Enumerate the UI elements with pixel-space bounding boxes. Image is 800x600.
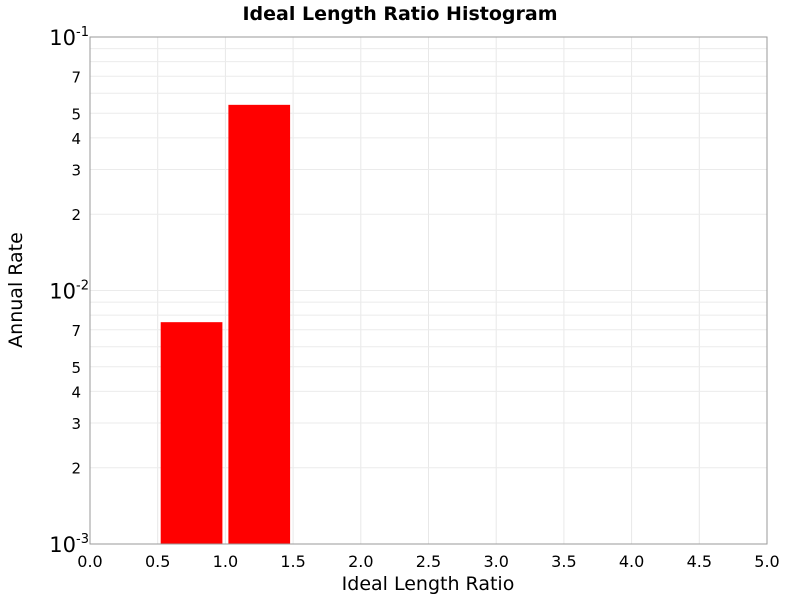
x-axis-label: Ideal Length Ratio — [342, 573, 515, 595]
x-tick-label: 5.0 — [754, 552, 779, 571]
x-tick-label: 0.5 — [145, 552, 170, 571]
y-major-tick-label: 10 — [49, 26, 76, 50]
x-tick-label: 3.5 — [551, 552, 576, 571]
bars-layer — [160, 104, 291, 544]
y-minor-tick-label: 5 — [71, 359, 81, 377]
y-minor-tick-label: 4 — [71, 383, 81, 401]
x-tick-label: 1.0 — [213, 552, 238, 571]
x-tick-label: 1.5 — [280, 552, 305, 571]
plot-frame — [89, 36, 768, 545]
x-tick-label: 2.0 — [348, 552, 373, 571]
y-minor-tick-label: 7 — [71, 322, 81, 340]
y-major-tick-base: 10 — [49, 533, 76, 557]
y-minor-tick-label: 3 — [71, 162, 81, 180]
y-minor-tick-label: 5 — [71, 105, 81, 123]
y-major-tick-exponent: -1 — [76, 25, 89, 40]
y-minor-tick-label: 7 — [71, 68, 81, 86]
x-tick-label: 4.0 — [619, 552, 644, 571]
x-tick-label: 0.0 — [77, 552, 102, 571]
y-major-tick-label: 10 — [49, 280, 76, 304]
y-minor-tick-label: 4 — [71, 130, 81, 148]
histogram-bar-1 — [160, 322, 223, 544]
y-minor-tick-label: 2 — [71, 206, 81, 224]
x-tick-label: 2.5 — [416, 552, 441, 571]
x-tick-label: 4.5 — [687, 552, 712, 571]
grid-layer — [90, 37, 767, 544]
chart-title: Ideal Length Ratio Histogram — [242, 3, 557, 25]
y-axis-label: Annual Rate — [5, 232, 27, 348]
y-major-tick-exponent: -2 — [76, 279, 89, 294]
y-major-tick-base: 10 — [49, 26, 76, 50]
histogram-bar-2 — [228, 104, 291, 544]
x-axis-ticks: 0.0 0.5 1.0 1.5 2.0 2.5 3.0 3.5 4.0 4.5 5.0 — [77, 552, 779, 571]
y-major-tick-label: 10 — [49, 533, 76, 557]
x-tick-label: 3.0 — [483, 552, 508, 571]
y-minor-tick-label: 3 — [71, 415, 81, 433]
y-major-tick-base: 10 — [49, 280, 76, 304]
y-minor-tick-label: 2 — [71, 460, 81, 478]
y-major-tick-exponent: -3 — [76, 532, 89, 547]
